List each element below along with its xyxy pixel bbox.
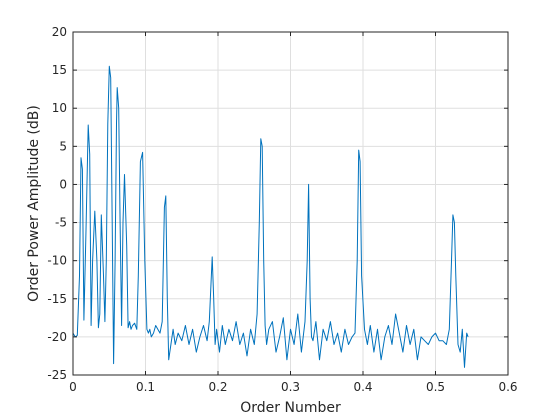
y-tick-label: 0	[59, 177, 67, 191]
y-tick-label: -15	[47, 292, 67, 306]
x-tick-label: 0.3	[281, 380, 300, 394]
x-tick-label: 0.4	[353, 380, 372, 394]
series-line	[72, 65, 469, 368]
x-tick-label: 0.6	[498, 380, 517, 394]
y-tick-label: 10	[52, 101, 67, 115]
y-axis-label: Order Power Amplitude (dB)	[26, 105, 42, 302]
y-tick-label: -20	[47, 330, 67, 344]
y-tick-label: -10	[47, 254, 67, 268]
x-tick-label: 0.5	[426, 380, 445, 394]
y-tick-label: 5	[59, 139, 67, 153]
y-tick-label: -25	[47, 368, 67, 382]
series-lines	[72, 65, 469, 368]
y-tick-label: 20	[52, 25, 67, 39]
tick-marks	[72, 31, 509, 376]
x-tick-label: 0	[69, 380, 77, 394]
x-axis-label: Order Number	[240, 400, 341, 416]
y-tick-labels: -25 -20 -15 -10 -5 0 5 10 15 20	[47, 25, 67, 382]
x-tick-label: 0.2	[208, 380, 227, 394]
y-tick-label: 15	[52, 63, 67, 77]
x-tick-label: 0.1	[136, 380, 155, 394]
y-tick-label: -5	[55, 216, 67, 230]
x-tick-labels: 0 0.1 0.2 0.3 0.4 0.5 0.6	[69, 380, 517, 394]
